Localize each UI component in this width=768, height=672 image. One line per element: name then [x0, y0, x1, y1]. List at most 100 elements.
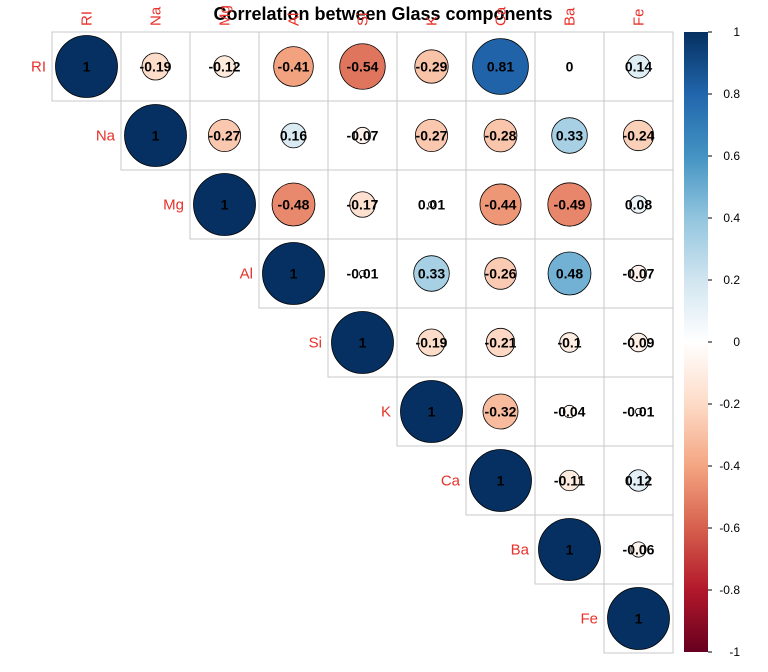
corr-value-Ca-Ca: 1 [497, 473, 505, 489]
corr-circle-Al-K [413, 255, 450, 292]
corr-value-RI-K: -0.29 [416, 59, 448, 75]
corr-value-Al-K: 0.33 [418, 266, 445, 282]
row-label-Fe: Fe [580, 611, 598, 628]
corr-circle-Mg-Fe [629, 195, 648, 214]
corr-value-Al-Si: -0.01 [347, 266, 379, 282]
col-label-Si: Si [355, 13, 372, 26]
corr-circle-RI-K [414, 49, 449, 84]
corr-value-RI-Mg: -0.12 [209, 59, 241, 75]
corr-circle-Al-Si [358, 269, 366, 277]
corr-circle-Si-Ba [559, 332, 580, 353]
corr-circle-Fe-Fe [607, 587, 670, 650]
legend-color-bar [684, 32, 708, 652]
corr-circle-Na-Na [124, 104, 187, 167]
corr-value-Ca-Ba: -0.11 [554, 473, 585, 489]
corr-value-K-K: 1 [428, 404, 436, 420]
corr-value-Na-Mg: -0.27 [209, 128, 241, 144]
legend-tick-label: 0.2 [723, 273, 740, 287]
corr-value-RI-RI: 1 [83, 59, 91, 75]
col-label-Mg: Mg [217, 5, 234, 26]
corr-value-Mg-Si: -0.17 [347, 197, 379, 213]
corr-circle-Ca-Ca [469, 449, 532, 512]
corr-circle-Si-K [417, 328, 446, 357]
legend-tick-label: 0.4 [723, 211, 740, 225]
corr-value-Al-Al: 1 [290, 266, 298, 282]
corr-value-Mg-Mg: 1 [221, 197, 229, 213]
corr-value-Na-Na: 1 [152, 128, 160, 144]
corr-circle-Si-Fe [628, 332, 649, 353]
corr-value-Na-K: -0.27 [416, 128, 448, 144]
corr-value-Mg-Fe: 0.08 [625, 197, 652, 213]
corr-value-Na-Ca: -0.28 [485, 128, 517, 144]
col-label-K: K [424, 16, 441, 26]
corr-circle-Mg-K [427, 200, 435, 208]
corr-circle-Mg-Ca [479, 183, 522, 226]
corr-circle-K-Ca [482, 393, 519, 430]
legend-tick-label: -0.4 [719, 459, 740, 473]
row-label-RI: RI [31, 59, 46, 76]
corr-value-K-Ca: -0.32 [485, 404, 517, 420]
cell-RI-Ba [534, 31, 605, 102]
legend-tick-label: 0 [733, 335, 740, 349]
col-label-Ba: Ba [562, 7, 579, 26]
corr-value-Fe-Fe: 1 [635, 611, 643, 627]
legend-tick-label: 0.6 [723, 149, 740, 163]
corr-value-Si-Si: 1 [359, 335, 367, 351]
corr-value-K-Ba: -0.04 [554, 404, 586, 420]
corr-circle-RI-Ca [472, 38, 529, 95]
chart-title: Correlation between Glass components [213, 4, 552, 24]
corr-value-Ba-Ba: 1 [566, 542, 574, 558]
row-label-Ba: Ba [511, 542, 530, 559]
corr-value-Mg-Al: -0.48 [278, 197, 310, 213]
corr-circle-Si-Ca [485, 327, 516, 358]
corr-circle-RI-Si [339, 43, 386, 90]
corr-value-RI-Na: -0.19 [140, 59, 172, 75]
col-label-Ca: Ca [493, 6, 510, 26]
corr-value-Ba-Fe: -0.06 [623, 542, 655, 558]
corr-circle-Na-Fe [622, 119, 655, 152]
corr-circle-RI-RI [55, 35, 118, 98]
corr-value-Mg-Ba: -0.49 [554, 197, 586, 213]
corr-circle-Na-Si [353, 126, 372, 145]
column-labels: RI Na Mg Al Si K Ca Ba Fe [79, 5, 648, 26]
corr-circle-Na-Mg [207, 118, 242, 153]
corr-circle-Ba-Fe [630, 541, 647, 558]
corr-circle-K-Ba [562, 404, 577, 419]
corr-circle-Al-Ca [484, 257, 517, 290]
corr-circle-Na-K [414, 118, 449, 153]
corr-value-Mg-K: 0.01 [418, 197, 445, 213]
corr-value-Na-Ba: 0.33 [556, 128, 583, 144]
corr-value-Al-Fe: -0.07 [623, 266, 655, 282]
corr-value-RI-Si: -0.54 [347, 59, 379, 75]
corr-circle-Mg-Ba [547, 182, 592, 227]
legend-tick-label: -1 [729, 645, 740, 659]
corr-circle-Na-Ba [551, 117, 588, 154]
corr-circle-Al-Ba [547, 251, 592, 296]
legend-tick-label: 0.8 [723, 87, 740, 101]
col-label-Al: Al [286, 13, 303, 26]
corr-circle-Al-Fe [629, 264, 648, 283]
corr-value-Al-Ca: -0.26 [485, 266, 517, 282]
corr-circle-RI-Al [273, 46, 314, 87]
corr-circle-Ca-Fe [627, 469, 650, 492]
row-label-Na: Na [96, 128, 116, 145]
corr-value-Si-Ba: -0.1 [557, 335, 581, 351]
legend-tick-label: -0.6 [719, 521, 740, 535]
corr-value-Si-K: -0.19 [416, 335, 448, 351]
color-legend: -1 -0.8 -0.6 -0.4 -0.2 0 0.2 0.4 0.6 0.8 1 [684, 25, 740, 659]
corr-circle-Si-Si [331, 311, 394, 374]
col-label-RI: RI [79, 11, 96, 26]
corr-circle-Na-Al [280, 122, 307, 149]
corr-circle-RI-Na [141, 52, 170, 81]
row-label-Si: Si [309, 335, 322, 352]
row-labels: RI Na Mg Al Si K Ca Ba Fe [31, 59, 598, 628]
corr-value-Mg-Ca: -0.44 [485, 197, 517, 213]
corr-circle-Mg-Si [349, 191, 376, 218]
legend-tick-label: -0.8 [719, 583, 740, 597]
row-label-K: K [381, 404, 391, 421]
corr-value-RI-Al: -0.41 [278, 59, 310, 75]
corr-value-Na-Fe: -0.24 [623, 128, 655, 144]
corr-value-Al-Ba: 0.48 [556, 266, 583, 282]
corr-value-Si-Ca: -0.21 [485, 335, 517, 351]
